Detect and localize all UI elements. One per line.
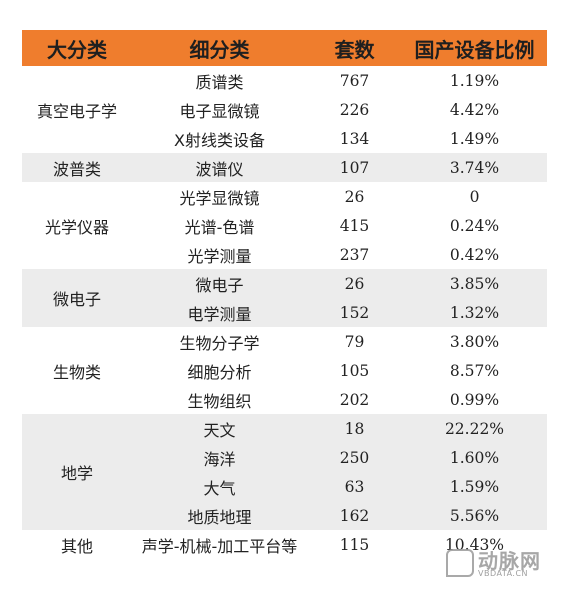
table-row: 真空电子学 质谱类 767 1.19% <box>22 66 547 153</box>
category-group: 微电子 微电子 26 3.85% 电学测量 152 1.32% <box>22 269 547 327</box>
table-row: 大气 63 1.59% <box>22 472 547 501</box>
ratio-cell: 3.85% <box>402 269 547 298</box>
count-cell: 79 <box>307 327 402 356</box>
category-group: 其他 声学-机械-加工平台等 115 10.43% <box>22 530 547 559</box>
table-row: 波普类 波谱仪 107 3.74% <box>22 153 547 182</box>
ratio-cell: 1.60% <box>402 443 547 472</box>
category-group: 生物类 生物分子学 79 3.80% 细胞分析 105 8.57% 生物组织 202 0.99% <box>22 327 547 414</box>
subcategory-cell: 波谱仪 <box>132 153 307 182</box>
category-cell: 其他 <box>22 530 132 559</box>
watermark-name: 动脉网 <box>478 549 541 573</box>
ratio-cell: 0.42% <box>402 240 547 269</box>
table-row: 电子显微镜 226 4.42% <box>22 95 547 124</box>
category-group: 光学仪器 光学显微镜 26 0 光谱-色谱 415 0.24% 光学测量 237 0.42% <box>22 182 547 269</box>
subcategory-cell: 电子显微镜 <box>132 95 307 124</box>
subcategory-cell: 生物分子学 <box>132 327 307 356</box>
count-cell: 152 <box>307 298 402 327</box>
table-header: 大分类 细分类 套数 国产设备比例 <box>22 30 547 66</box>
table-row: 地质地理 162 5.56% <box>22 501 547 530</box>
subcategory-cell: 生物组织 <box>132 385 307 414</box>
count-cell: 107 <box>307 153 402 182</box>
table-row: 微电子 微电子 26 3.85% <box>22 269 547 327</box>
subcategory-cell: 天文 <box>132 414 307 443</box>
header-count: 套数 <box>307 30 402 66</box>
count-cell: 115 <box>307 530 402 559</box>
subcategory-cell: 微电子 <box>132 269 307 298</box>
table-row: 地学 天文 18 22.22% <box>22 414 547 530</box>
category-group: 波普类 波谱仪 107 3.74% <box>22 153 547 182</box>
category-cell: 微电子 <box>22 269 132 327</box>
count-cell: 237 <box>307 240 402 269</box>
ratio-cell: 8.57% <box>402 356 547 385</box>
header-row: 大分类 细分类 套数 国产设备比例 <box>22 30 547 66</box>
table-row: 光学测量 237 0.42% <box>22 240 547 269</box>
count-cell: 226 <box>307 95 402 124</box>
count-cell: 26 <box>307 182 402 211</box>
table-row: 细胞分析 105 8.57% <box>22 356 547 385</box>
count-cell: 162 <box>307 501 402 530</box>
ratio-cell: 4.42% <box>402 95 547 124</box>
instrument-domestic-ratio-table: 大分类 细分类 套数 国产设备比例 真空电子学 质谱类 767 1.19% 电子显微镜 2… <box>22 30 547 559</box>
subcategory-cell: 声学-机械-加工平台等 <box>132 530 307 559</box>
category-group: 真空电子学 质谱类 767 1.19% 电子显微镜 226 4.42% X射线类设备 134 1.… <box>22 66 547 153</box>
ratio-cell: 1.32% <box>402 298 547 327</box>
category-cell: 生物类 <box>22 327 132 414</box>
watermark: 动脉网 VBDATA.CN <box>446 545 566 583</box>
count-cell: 767 <box>307 66 402 95</box>
ratio-cell: 1.19% <box>402 66 547 95</box>
table-row: 其他 声学-机械-加工平台等 115 10.43% <box>22 530 547 559</box>
category-group: 地学 天文 18 22.22% 海洋 250 1.60% 大气 63 1.59% 地质地理 162 5.… <box>22 414 547 530</box>
ratio-cell: 1.49% <box>402 124 547 153</box>
watermark-url: VBDATA.CN <box>478 569 529 578</box>
table-row: 生物组织 202 0.99% <box>22 385 547 414</box>
subcategory-cell: 光谱-色谱 <box>132 211 307 240</box>
table-row: 生物类 生物分子学 79 3.80% <box>22 327 547 414</box>
header-domestic-ratio: 国产设备比例 <box>402 30 547 66</box>
subcategory-cell: 电学测量 <box>132 298 307 327</box>
ratio-cell: 1.59% <box>402 472 547 501</box>
category-cell: 光学仪器 <box>22 182 132 269</box>
count-cell: 202 <box>307 385 402 414</box>
subcategory-cell: 地质地理 <box>132 501 307 530</box>
count-cell: 105 <box>307 356 402 385</box>
table-row: 光学仪器 光学显微镜 26 0 <box>22 182 547 269</box>
count-cell: 18 <box>307 414 402 443</box>
category-cell: 地学 <box>22 414 132 530</box>
ratio-cell: 0 <box>402 182 547 211</box>
category-cell: 真空电子学 <box>22 66 132 153</box>
table-row: 海洋 250 1.60% <box>22 443 547 472</box>
header-category: 大分类 <box>22 30 132 66</box>
ratio-cell: 0.24% <box>402 211 547 240</box>
ratio-cell: 22.22% <box>402 414 547 443</box>
count-cell: 63 <box>307 472 402 501</box>
count-cell: 26 <box>307 269 402 298</box>
subcategory-cell: 海洋 <box>132 443 307 472</box>
table-row: 电学测量 152 1.32% <box>22 298 547 327</box>
table-row: X射线类设备 134 1.49% <box>22 124 547 153</box>
vbdata-logo-icon <box>446 549 474 577</box>
count-cell: 415 <box>307 211 402 240</box>
category-cell: 波普类 <box>22 153 132 182</box>
count-cell: 250 <box>307 443 402 472</box>
subcategory-cell: 光学测量 <box>132 240 307 269</box>
ratio-cell: 3.80% <box>402 327 547 356</box>
subcategory-cell: 细胞分析 <box>132 356 307 385</box>
header-subcategory: 细分类 <box>132 30 307 66</box>
ratio-cell: 5.56% <box>402 501 547 530</box>
ratio-cell: 0.99% <box>402 385 547 414</box>
subcategory-cell: X射线类设备 <box>132 124 307 153</box>
count-cell: 134 <box>307 124 402 153</box>
subcategory-cell: 光学显微镜 <box>132 182 307 211</box>
table-row: 光谱-色谱 415 0.24% <box>22 211 547 240</box>
ratio-cell: 3.74% <box>402 153 547 182</box>
subcategory-cell: 质谱类 <box>132 66 307 95</box>
subcategory-cell: 大气 <box>132 472 307 501</box>
